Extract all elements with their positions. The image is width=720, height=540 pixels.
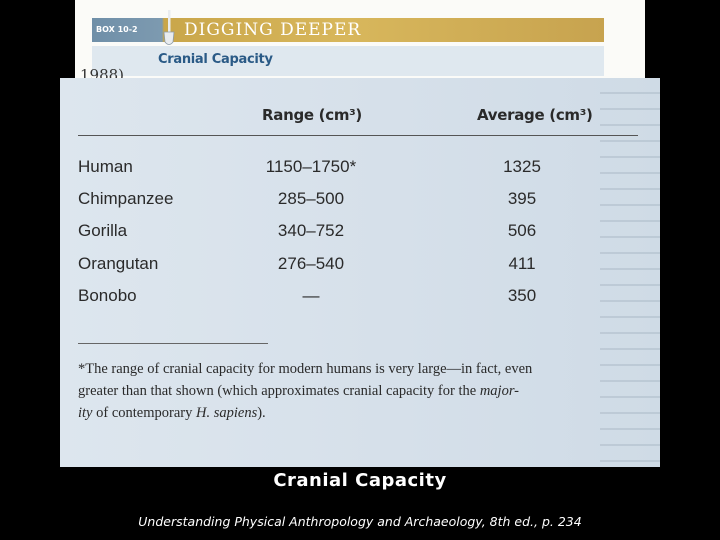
source-citation: Understanding Physical Anthropology and …	[138, 514, 582, 529]
species-name: Human	[78, 157, 133, 176]
average-value: 395	[507, 189, 537, 208]
species-name: Bonobo	[78, 286, 137, 305]
average-value: 1325	[503, 157, 541, 176]
species-name-italic: H. sapiens	[195, 405, 258, 421]
bleed-through-texture	[600, 78, 660, 467]
shovel-icon	[163, 10, 175, 45]
footnote-text: greater than that shown (which approxima…	[78, 383, 480, 399]
range-value: —	[302, 286, 320, 305]
table-row-human: Human 1150–1750* 1325	[60, 157, 660, 189]
table-row-gorilla: Gorilla 340–752 506	[60, 221, 660, 253]
table-row-chimpanzee: Chimpanzee 285–500 395	[60, 189, 660, 221]
range-value: 1150–1750*	[265, 157, 357, 176]
footnote-line: greater than that shown (which approxima…	[78, 380, 618, 402]
footnote-emphasis: major-	[479, 383, 519, 399]
slide-caption: Cranial Capacity	[273, 470, 447, 491]
box-subtitle: Cranial Capacity	[158, 52, 273, 67]
species-name: Chimpanzee	[78, 189, 174, 208]
average-column-header: Average (cm³)	[477, 106, 593, 124]
box-number: BOX 10-2	[96, 25, 138, 34]
footnote-emphasis: ity	[78, 405, 93, 421]
footnote: *The range of cranial capacity for moder…	[78, 358, 618, 424]
species-name: Orangutan	[78, 254, 159, 273]
footnote-text: of contemporary	[92, 405, 196, 421]
species-name: Gorilla	[78, 221, 128, 240]
cranial-capacity-table: Range (cm³) Average (cm³) Human 1150–175…	[60, 78, 660, 467]
footnote-text: ).	[257, 405, 266, 421]
average-value: 350	[507, 286, 537, 305]
range-value: 340–752	[277, 221, 345, 240]
range-column-header: Range (cm³)	[262, 106, 362, 124]
box-title: DIGGING DEEPER	[184, 20, 362, 40]
header-rule	[78, 135, 638, 136]
footnote-line: *The range of cranial capacity for moder…	[78, 361, 533, 377]
table-row-bonobo: Bonobo — 350	[60, 286, 660, 318]
range-value: 276–540	[277, 254, 345, 273]
box-title-strip	[92, 18, 604, 42]
footnote-line: ity of contemporary H. sapiens).	[78, 402, 618, 424]
range-value: 285–500	[277, 189, 345, 208]
footnote-rule	[78, 343, 268, 344]
average-value: 506	[507, 221, 537, 240]
box-subtitle-strip	[92, 46, 604, 76]
table-row-orangutan: Orangutan 276–540 411	[60, 254, 660, 286]
average-value: 411	[508, 254, 536, 273]
